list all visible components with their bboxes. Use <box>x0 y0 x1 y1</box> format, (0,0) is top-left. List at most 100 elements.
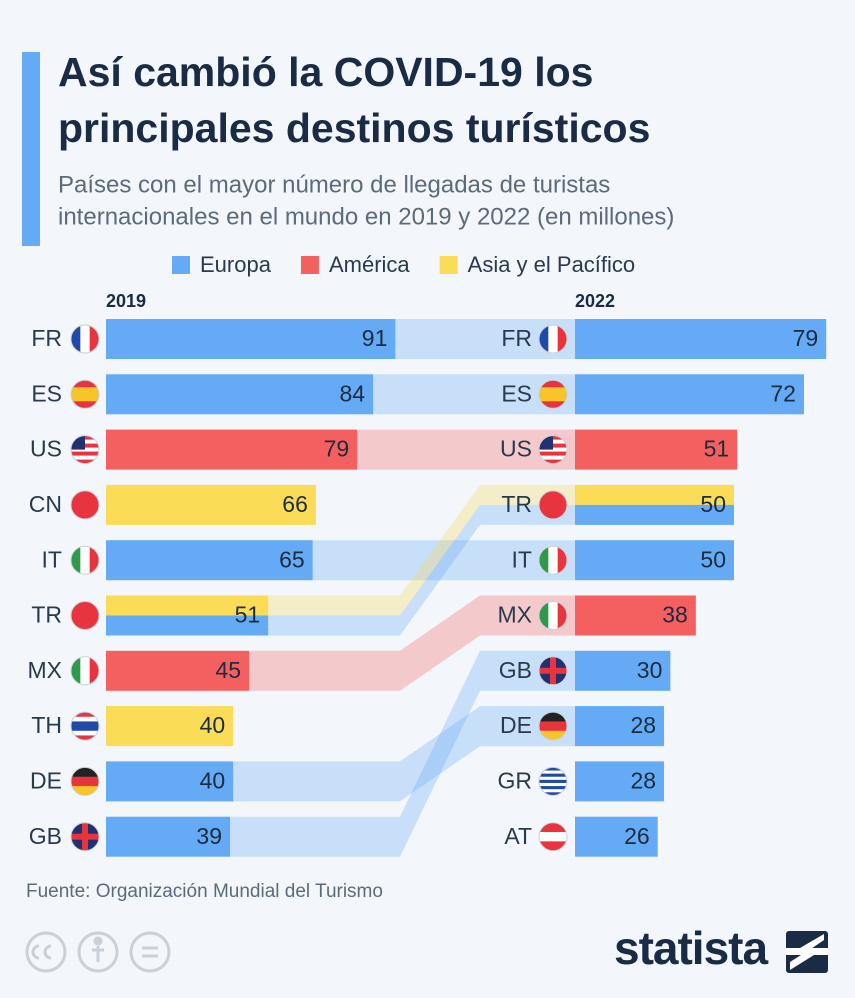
flag-outline <box>538 435 568 465</box>
bar <box>575 484 734 525</box>
legend: Europa América Asia y el Pacífico <box>172 252 635 277</box>
bar-segment <box>106 650 250 691</box>
flag-outline <box>70 545 100 575</box>
flag <box>71 767 99 796</box>
flag-stripe <box>539 770 567 775</box>
flag-stripe <box>71 716 99 722</box>
category-label: GB <box>499 657 532 683</box>
flag-stripe <box>539 490 567 519</box>
flag-stripe <box>71 601 99 630</box>
flag-stripe <box>71 546 81 575</box>
title-accent <box>22 52 40 246</box>
flag-outline <box>70 766 100 796</box>
flag-stripe <box>89 656 99 685</box>
category-label: ES <box>31 380 62 406</box>
category-label: MX <box>28 657 63 683</box>
bar <box>575 595 696 636</box>
category-label: GR <box>498 767 533 793</box>
flag-outline <box>70 656 100 686</box>
flag-stripe <box>71 721 99 727</box>
bar-segment <box>575 484 734 505</box>
value-label: 79 <box>324 436 350 462</box>
flag-stripe <box>80 325 91 353</box>
bar <box>575 429 738 470</box>
flag <box>71 435 99 464</box>
flag-stripe <box>557 325 567 353</box>
bar <box>106 540 313 581</box>
flag <box>539 490 567 519</box>
value-label: 40 <box>200 712 226 738</box>
connector-band <box>395 319 575 359</box>
source-note: Fuente: Organización Mundial del Turismo <box>26 881 383 902</box>
flag-stripe <box>557 601 567 630</box>
flag-outline <box>538 711 568 741</box>
bar <box>575 816 658 857</box>
value-label: 65 <box>279 546 305 572</box>
bar-segment <box>575 374 804 415</box>
flag-outline <box>70 379 100 409</box>
bar-segment <box>106 484 316 525</box>
flag-cross <box>539 667 567 674</box>
chart-subtitle: Países con el mayor número de llegadas d… <box>58 171 610 198</box>
bar <box>106 374 374 415</box>
flag-outline <box>538 545 568 575</box>
value-label: 84 <box>340 380 366 406</box>
flag-stripe <box>539 782 567 787</box>
chart-title: principales destinos turísticos <box>58 105 650 151</box>
bar <box>106 706 234 747</box>
bar <box>575 706 665 747</box>
chart-title: Así cambió la COVID-19 los <box>58 49 593 95</box>
flag-stripe <box>548 546 559 575</box>
category-label: FR <box>501 325 532 351</box>
flag-stripe <box>71 735 99 741</box>
license-icons <box>25 931 171 973</box>
flag-stripe <box>71 401 99 409</box>
flag-stripe <box>539 841 567 851</box>
bar-segment <box>575 504 734 525</box>
value-label: 51 <box>704 436 730 462</box>
flag-stripe <box>71 730 99 736</box>
flag-outline <box>538 822 568 852</box>
bar <box>575 650 671 691</box>
bar-segment <box>106 816 231 857</box>
value-label: 40 <box>200 767 226 793</box>
flag <box>71 380 99 409</box>
flag-stripe <box>71 726 99 732</box>
category-label: TH <box>31 712 62 738</box>
flag-outline <box>538 601 568 630</box>
flag-stripe <box>80 546 91 575</box>
flag-stripe <box>539 459 567 464</box>
flag-stripe <box>539 601 549 630</box>
plot: 2019 91 FR 84 ES 79 US 66 CN 65 IT 51 TR 45 MX 40 TH 40 DE… <box>28 291 827 857</box>
bar <box>575 319 827 359</box>
bar <box>106 595 269 636</box>
category-label: TR <box>31 602 62 628</box>
category-label: ES <box>501 380 532 406</box>
flag <box>71 325 99 353</box>
bar-segment <box>575 706 665 747</box>
legend-swatch <box>439 256 458 274</box>
flag-stripe <box>539 394 567 402</box>
flag-outline <box>538 490 568 520</box>
bar-segment <box>106 319 396 359</box>
bar-segment <box>575 761 665 802</box>
category-label: GB <box>29 823 62 849</box>
bar-segment <box>575 540 734 581</box>
flag-stripe <box>557 546 567 575</box>
flag-stripe <box>71 394 99 402</box>
flag-stripe <box>71 387 99 395</box>
category-label: US <box>30 436 62 462</box>
flag <box>71 712 99 741</box>
flag-outline <box>70 822 100 852</box>
connector-band <box>357 429 575 470</box>
flag-stripe <box>539 786 567 790</box>
flag-stripe <box>89 325 99 353</box>
bar <box>106 816 231 857</box>
category-label: CN <box>29 491 62 517</box>
flag-stripe <box>71 712 99 718</box>
connector-band <box>312 540 575 581</box>
flag-stripe <box>539 779 567 784</box>
flag-outline <box>70 601 100 630</box>
flag <box>71 601 99 630</box>
